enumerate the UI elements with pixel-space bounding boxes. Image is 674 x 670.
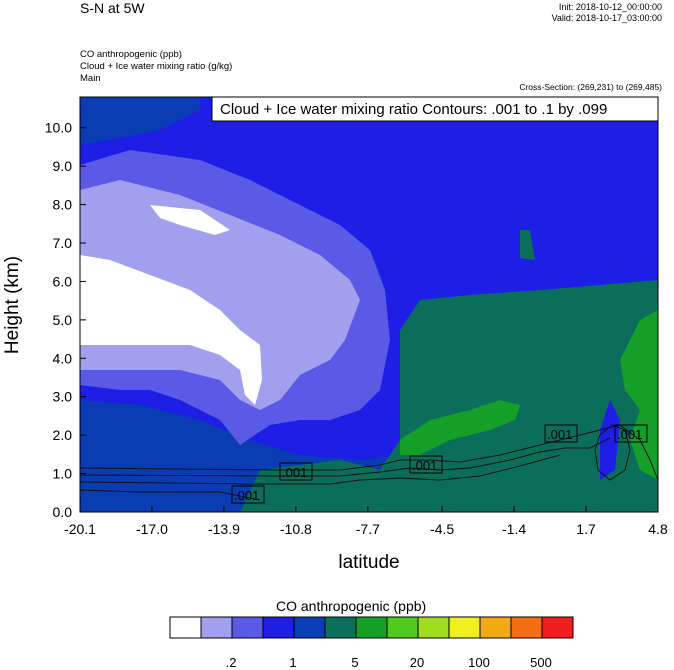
x-tick-label: -10.8	[280, 521, 312, 537]
contour-label: .001	[617, 427, 642, 442]
colorbar-swatch	[417, 616, 450, 639]
y-tick-label: 3.0	[53, 389, 73, 405]
colorbar-label: .2	[225, 655, 237, 670]
plot-title: S-N at 5W	[80, 0, 145, 16]
colorbar-swatch	[324, 616, 357, 639]
field-co: CO anthropogenic (ppb)	[80, 49, 182, 60]
contour-label-box	[614, 424, 648, 443]
x-tick-label: 1.7	[576, 521, 596, 537]
x-tick-label: -7.7	[356, 521, 380, 537]
contour-label: .001	[282, 465, 307, 480]
x-tick-label: -13.9	[208, 521, 240, 537]
y-tick-label: 9.0	[53, 158, 73, 174]
contour-label: .001	[412, 458, 437, 473]
colorbar-swatch	[200, 616, 233, 639]
colorbar-label: 1	[289, 655, 297, 670]
field-cloud: Cloud + Ice water mixing ratio (g/kg)	[80, 61, 233, 72]
contour-label-box	[544, 424, 578, 443]
x-tick-label: -20.1	[64, 521, 96, 537]
colorbar-label: 100	[468, 655, 490, 670]
colorbar-swatch	[479, 616, 512, 639]
contour-lines	[80, 424, 658, 501]
y-axis-label: Height (km)	[2, 256, 23, 354]
y-tick-label: 6.0	[53, 273, 73, 289]
contour-label: .001	[234, 488, 259, 503]
colorbar-swatch	[386, 616, 419, 639]
y-tick-label: 0.0	[53, 504, 73, 520]
colorbar-label: 500	[530, 655, 552, 670]
colorbar-swatch	[355, 616, 388, 639]
x-axis-label: latitude	[338, 552, 399, 573]
x-tick-label: 4.8	[648, 521, 668, 537]
contour-label: .001	[547, 427, 572, 442]
colorbar-swatch	[293, 616, 326, 639]
x-tick-label: -17.0	[136, 521, 168, 537]
colorbar	[169, 616, 574, 639]
y-tick-label: 8.0	[53, 197, 73, 213]
contour-label-box	[231, 485, 265, 504]
contour-label-box	[279, 462, 313, 481]
init-time: Init: 2018-10-12_00:00:00	[558, 2, 662, 12]
colorbar-label: 20	[409, 655, 425, 670]
heatmap-fill	[80, 97, 658, 512]
valid-time: Valid: 2018-10-17_03:00:00	[551, 13, 662, 23]
colorbar-swatch	[448, 616, 481, 639]
y-tick-label: 4.0	[53, 350, 73, 366]
field-list: CO anthropogenic (ppb) Cloud + Ice water…	[80, 49, 232, 85]
time-info: Init: 2018-10-12_00:00:00 Valid: 2018-10…	[552, 2, 662, 24]
y-tick-label: 5.0	[53, 312, 73, 328]
contour-title-box	[211, 96, 659, 122]
colorbar-swatch	[541, 616, 574, 639]
y-tick-label: 1.0	[53, 466, 73, 482]
y-tick-label: 10.0	[45, 120, 72, 136]
colorbar-swatch	[262, 616, 295, 639]
colorbar-label: 5	[351, 655, 359, 670]
y-axis: 0.0 1.0 2.0 3.0 4.0 5.0 6.0 7.0 8.0 9.0 10.0	[45, 120, 86, 520]
field-main: Main	[80, 73, 101, 84]
contour-label-box	[409, 455, 443, 474]
y-tick-label: 2.0	[53, 427, 73, 443]
x-axis: -20.1 -17.0 -13.9 -10.8 -7.7 -4.5 -1.4 1.7 4.8	[64, 506, 668, 537]
cross-section-label: Cross-Section: (269,231) to (269,485)	[519, 82, 662, 92]
colorbar-title: CO anthropogenic (ppb)	[276, 598, 427, 614]
x-tick-label: -1.4	[502, 521, 526, 537]
y-tick-label: 7.0	[53, 235, 73, 251]
contour-labels: .001 .001 .001 .001 .001	[231, 424, 648, 504]
colorbar-swatch	[169, 616, 202, 639]
x-tick-label: -4.5	[430, 521, 454, 537]
colorbar-swatch	[231, 616, 264, 639]
contour-title: Cloud + Ice water mixing ratio Contours:…	[220, 101, 607, 118]
colorbar-swatch	[510, 616, 543, 639]
